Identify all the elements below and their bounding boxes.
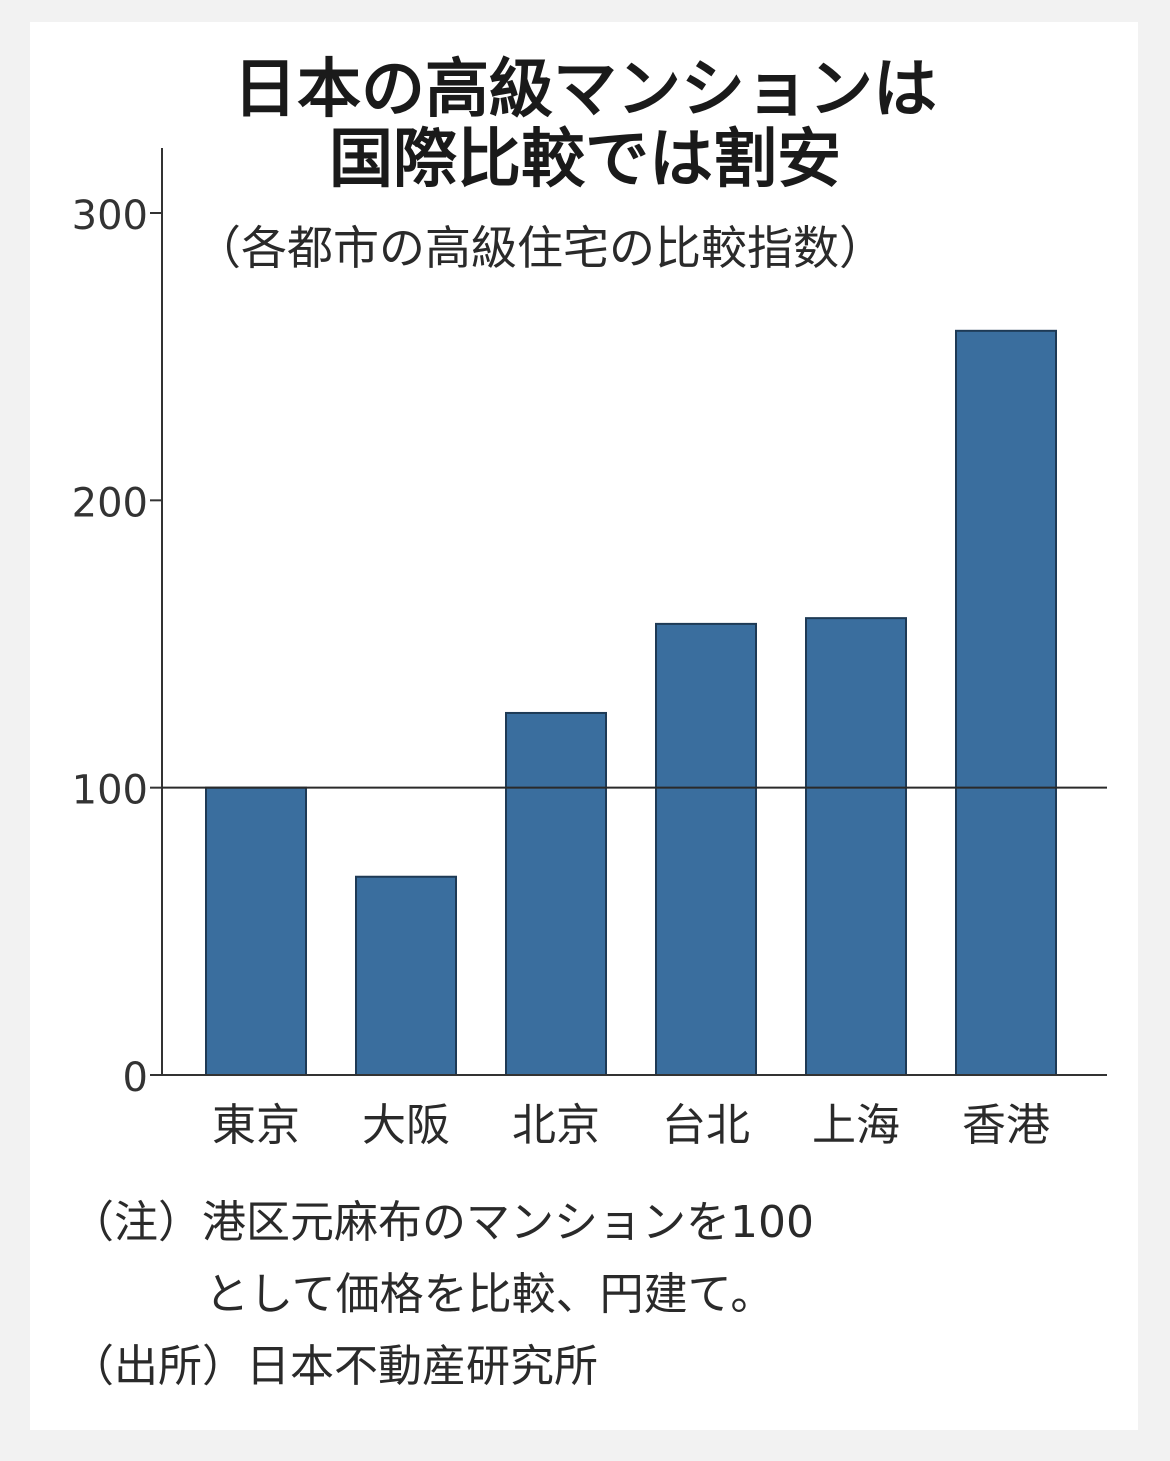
y-tick-label: 300 [72,193,148,239]
chart-title-line1: 日本の高級マンションは [233,53,937,127]
bar-6 [955,329,1057,1077]
category-label: 東京 [212,1100,300,1151]
chart-title-line2: 国際比較では割安 [329,123,841,197]
category-label: 北京 [512,1100,600,1151]
note-line1: （注）港区元麻布のマンションを100 [70,1197,814,1248]
y-tick-label: 0 [123,1055,148,1101]
category-label: 香港 [962,1100,1050,1151]
category-label: 大阪 [362,1100,450,1151]
chart-subtitle: （各都市の高級住宅の比較指数） [195,221,885,275]
y-tick-label: 200 [72,480,148,526]
source-note: （出所）日本不動産研究所 [70,1341,598,1392]
note-line2: として価格を比較、円建て。 [205,1269,775,1320]
y-tick-label: 100 [72,768,148,814]
bar-3 [505,711,607,1077]
bar-2 [355,875,457,1076]
bar-5 [805,617,907,1076]
category-label: 上海 [812,1100,900,1151]
bar-1 [205,786,307,1077]
bar-4 [655,622,757,1076]
category-label: 台北 [662,1100,750,1151]
